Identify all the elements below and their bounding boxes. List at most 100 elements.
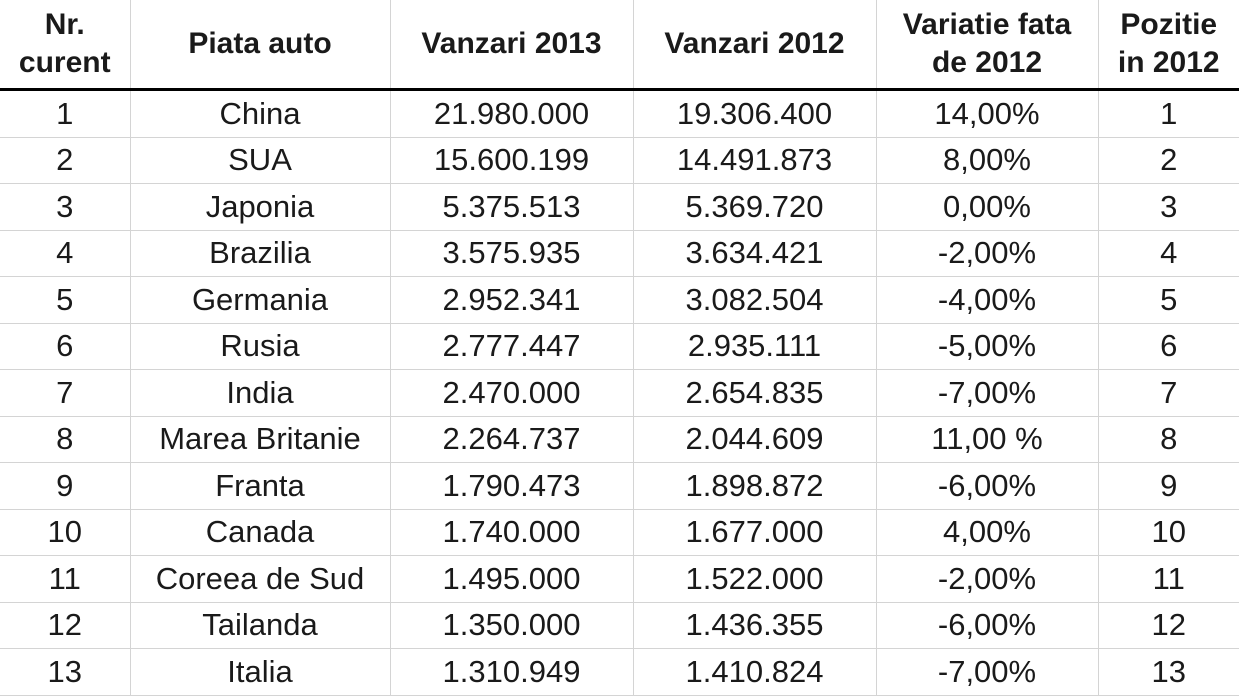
- table-cell: -7,00%: [875, 369, 1099, 417]
- table-cell: -2,00%: [875, 555, 1099, 603]
- table-cell: 4,00%: [875, 508, 1099, 556]
- table-cell: India: [129, 369, 391, 417]
- table-cell: Tailanda: [129, 601, 391, 649]
- table-cell: 3: [0, 183, 131, 231]
- table-cell: 2.952.341: [389, 276, 634, 324]
- table-cell: 10: [0, 508, 131, 556]
- table-cell: 0,00%: [875, 183, 1099, 231]
- table-cell: 7: [0, 369, 131, 417]
- table-row: 10 Canada 1.740.000 1.677.000 4,00% 10: [0, 508, 1239, 556]
- table-cell: 13: [0, 648, 131, 696]
- table-cell: 1: [0, 89, 131, 138]
- table-cell: 3: [1097, 183, 1239, 231]
- table-cell: 1.740.000: [389, 508, 634, 556]
- table-cell: 1.350.000: [389, 601, 634, 649]
- header-row: Nr. curent Piata auto Vanzari 2013 Vanzari …: [0, 0, 1239, 91]
- column-header: Nr. curent: [0, 0, 131, 91]
- table-cell: 6: [0, 322, 131, 370]
- table-row: 11 Coreea de Sud 1.495.000 1.522.000 -2,00% 1…: [0, 555, 1239, 603]
- table-cell: 21.980.000: [389, 89, 634, 138]
- table-cell: -4,00%: [875, 276, 1099, 324]
- table-cell: 8,00%: [875, 136, 1099, 184]
- table-cell: 3.634.421: [632, 229, 877, 277]
- table-cell: 2.264.737: [389, 415, 634, 463]
- table-cell: Franta: [129, 462, 391, 510]
- table-cell: 1.410.824: [632, 648, 877, 696]
- table-cell: 14.491.873: [632, 136, 877, 184]
- table-row: 9 Franta 1.790.473 1.898.872 -6,00% 9: [0, 462, 1239, 510]
- table-cell: -6,00%: [875, 601, 1099, 649]
- table-row: 2 SUA 15.600.199 14.491.873 8,00% 2: [0, 136, 1239, 184]
- table-cell: 2: [0, 136, 131, 184]
- table-cell: 11,00 %: [875, 415, 1099, 463]
- table-cell: Japonia: [129, 183, 391, 231]
- column-header: Vanzari 2013: [389, 0, 634, 91]
- table-cell: -5,00%: [875, 322, 1099, 370]
- table-cell: 5.375.513: [389, 183, 634, 231]
- table-row: 5 Germania 2.952.341 3.082.504 -4,00% 5: [0, 276, 1239, 324]
- table-body: 1 China 21.980.000 19.306.400 14,00% 1 2 SUA 15.…: [0, 89, 1239, 696]
- table-cell: 11: [0, 555, 131, 603]
- column-header: Variatie fata de 2012: [875, 0, 1099, 91]
- table-cell: Italia: [129, 648, 391, 696]
- table-cell: 6: [1097, 322, 1239, 370]
- table-row: 1 China 21.980.000 19.306.400 14,00% 1: [0, 89, 1239, 138]
- table-cell: Rusia: [129, 322, 391, 370]
- table-cell: 19.306.400: [632, 89, 877, 138]
- table-cell: 5: [0, 276, 131, 324]
- table-cell: 5: [1097, 276, 1239, 324]
- column-header: Vanzari 2012: [632, 0, 877, 91]
- table-cell: 9: [0, 462, 131, 510]
- table-row: 13 Italia 1.310.949 1.410.824 -7,00% 13: [0, 648, 1239, 696]
- table-row: 6 Rusia 2.777.447 2.935.111 -5,00% 6: [0, 322, 1239, 370]
- table-cell: -2,00%: [875, 229, 1099, 277]
- table-cell: 2: [1097, 136, 1239, 184]
- table-cell: 15.600.199: [389, 136, 634, 184]
- table-cell: 1.790.473: [389, 462, 634, 510]
- table-cell: 4: [1097, 229, 1239, 277]
- table-cell: 3.575.935: [389, 229, 634, 277]
- table-cell: 1.677.000: [632, 508, 877, 556]
- table-cell: Canada: [129, 508, 391, 556]
- table-cell: 2.935.111: [632, 322, 877, 370]
- table-cell: Germania: [129, 276, 391, 324]
- table-cell: 11: [1097, 555, 1239, 603]
- table-cell: 1.898.872: [632, 462, 877, 510]
- table-cell: 10: [1097, 508, 1239, 556]
- table-row: 8 Marea Britanie 2.264.737 2.044.609 11,00 %…: [0, 415, 1239, 463]
- table-row: 12 Tailanda 1.350.000 1.436.355 -6,00% 12: [0, 601, 1239, 649]
- table-cell: 3.082.504: [632, 276, 877, 324]
- table-cell: 8: [0, 415, 131, 463]
- table-cell: 2.654.835: [632, 369, 877, 417]
- table-row: 4 Brazilia 3.575.935 3.634.421 -2,00% 4: [0, 229, 1239, 277]
- table-cell: 8: [1097, 415, 1239, 463]
- table-cell: 1.495.000: [389, 555, 634, 603]
- table-cell: -6,00%: [875, 462, 1099, 510]
- table-cell: SUA: [129, 136, 391, 184]
- table-cell: 2.044.609: [632, 415, 877, 463]
- table-cell: 12: [1097, 601, 1239, 649]
- table-row: 3 Japonia 5.375.513 5.369.720 0,00% 3: [0, 183, 1239, 231]
- table-cell: 12: [0, 601, 131, 649]
- table-row: 7 India 2.470.000 2.654.835 -7,00% 7: [0, 369, 1239, 417]
- table-cell: 1.310.949: [389, 648, 634, 696]
- table-cell: -7,00%: [875, 648, 1099, 696]
- column-header: Piata auto: [129, 0, 391, 91]
- table-cell: Brazilia: [129, 229, 391, 277]
- table-cell: 5.369.720: [632, 183, 877, 231]
- table-cell: 2.470.000: [389, 369, 634, 417]
- table-cell: 2.777.447: [389, 322, 634, 370]
- table-cell: 7: [1097, 369, 1239, 417]
- table-cell: China: [129, 89, 391, 138]
- table-cell: 1.436.355: [632, 601, 877, 649]
- table-cell: 13: [1097, 648, 1239, 696]
- table-cell: 1: [1097, 89, 1239, 138]
- table-cell: 14,00%: [875, 89, 1099, 138]
- table-cell: 4: [0, 229, 131, 277]
- column-header: Pozitie in 2012: [1097, 0, 1239, 91]
- table-cell: Marea Britanie: [129, 415, 391, 463]
- table-cell: Coreea de Sud: [129, 555, 391, 603]
- table-cell: 9: [1097, 462, 1239, 510]
